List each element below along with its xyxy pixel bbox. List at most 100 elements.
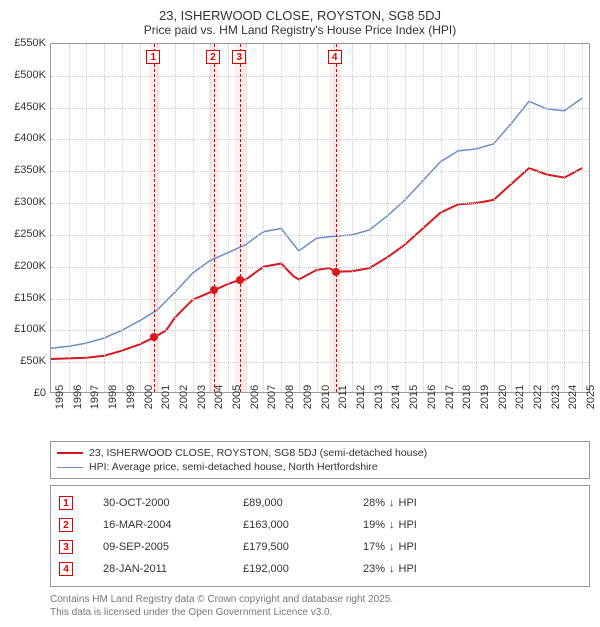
event-delta-suffix: HPI [399, 497, 417, 509]
x-axis-tick-label: 2017 [444, 385, 456, 409]
x-axis-labels: 1995199619971998199920002001200220032004… [50, 393, 590, 433]
gridline-vertical [494, 44, 495, 392]
x-axis-tick-label: 2001 [160, 385, 172, 409]
x-axis-tick-label: 2002 [178, 385, 190, 409]
event-number-box: 4 [59, 562, 73, 576]
gridline-vertical [263, 44, 264, 392]
event-delta-pct: 23% [363, 563, 385, 575]
x-axis-tick-label: 1997 [89, 385, 101, 409]
y-axis-tick-label: £50K [20, 355, 46, 367]
event-delta: 23% ↓ HPI [363, 563, 417, 575]
sale-marker-line [240, 44, 241, 392]
gridline-vertical [352, 44, 353, 392]
legend-swatch [57, 467, 83, 468]
chart-lines-svg [51, 44, 591, 394]
gridline-vertical [582, 44, 583, 392]
gridline-vertical [193, 44, 194, 392]
chart-plot-area: 1234 [50, 43, 590, 393]
chart-title-line2: Price paid vs. HM Land Registry's House … [8, 23, 592, 37]
x-axis-tick-label: 2003 [196, 385, 208, 409]
event-delta-suffix: HPI [399, 563, 417, 575]
event-delta: 17%↓HPI [363, 541, 417, 553]
legend-item: 23, ISHERWOOD CLOSE, ROYSTON, SG8 5DJ (s… [57, 446, 583, 460]
sale-marker-number: 1 [146, 50, 160, 64]
x-axis-tick-label: 2009 [302, 385, 314, 409]
gridline-vertical [228, 44, 229, 392]
gridline-vertical [547, 44, 548, 392]
gridline-vertical [210, 44, 211, 392]
event-row: 309-SEP-2005£179,50017%↓HPI [59, 536, 581, 558]
footer-attribution: Contains HM Land Registry data © Crown c… [50, 593, 590, 619]
arrow-down-icon: ↓ [389, 519, 395, 531]
event-price: £163,000 [243, 519, 333, 531]
gridline-horizontal [51, 299, 589, 300]
gridline-vertical [529, 44, 530, 392]
sale-marker-line [336, 44, 337, 392]
event-date: 30-OCT-2000 [103, 497, 213, 509]
y-axis-labels: £0£50K£100K£150K£200K£250K£300K£350K£400… [8, 43, 50, 393]
gridline-vertical [122, 44, 123, 392]
x-axis-tick-label: 2025 [585, 385, 597, 409]
arrow-down-icon: ↓ [389, 563, 395, 575]
event-delta-pct: 19% [363, 519, 385, 531]
event-delta-suffix: HPI [399, 519, 417, 531]
x-axis-tick-label: 1995 [54, 385, 66, 409]
gridline-vertical [104, 44, 105, 392]
y-axis-tick-label: £300K [14, 196, 46, 208]
event-number-box: 2 [59, 518, 73, 532]
x-axis-tick-label: 2014 [390, 385, 402, 409]
x-axis-tick-label: 2013 [373, 385, 385, 409]
x-axis-tick-label: 2015 [408, 385, 420, 409]
x-axis-tick-label: 2000 [143, 385, 155, 409]
y-axis-tick-label: £500K [14, 69, 46, 81]
x-axis-tick-label: 2022 [532, 385, 544, 409]
x-axis-tick-label: 2011 [337, 385, 349, 409]
x-axis-tick-label: 2023 [550, 385, 562, 409]
gridline-horizontal [51, 330, 589, 331]
legend-label: HPI: Average price, semi-detached house,… [89, 461, 378, 473]
gridline-vertical [246, 44, 247, 392]
gridline-vertical [175, 44, 176, 392]
arrow-down-icon: ↓ [389, 497, 395, 509]
gridline-vertical [69, 44, 70, 392]
y-axis-tick-label: £450K [14, 101, 46, 113]
y-axis-tick-label: £0 [34, 387, 46, 399]
legend-swatch [57, 452, 83, 454]
x-axis-tick-label: 1998 [107, 385, 119, 409]
x-axis-tick-label: 2020 [497, 385, 509, 409]
y-axis-tick-label: £250K [14, 228, 46, 240]
chart-title-line1: 23, ISHERWOOD CLOSE, ROYSTON, SG8 5DJ [8, 8, 592, 23]
gridline-vertical [281, 44, 282, 392]
gridline-vertical [86, 44, 87, 392]
gridline-vertical [405, 44, 406, 392]
x-axis-tick-label: 1999 [125, 385, 137, 409]
x-axis-tick-label: 2010 [320, 385, 332, 409]
gridline-horizontal [51, 362, 589, 363]
sale-marker-number: 4 [328, 50, 342, 64]
gridline-vertical [441, 44, 442, 392]
event-delta: 28%↓HPI [363, 497, 417, 509]
x-axis-tick-label: 2018 [461, 385, 473, 409]
event-date: 16-MAR-2004 [103, 519, 213, 531]
gridline-horizontal [51, 235, 589, 236]
event-row: 130-OCT-2000£89,00028%↓HPI [59, 492, 581, 514]
gridline-vertical [511, 44, 512, 392]
x-axis-tick-label: 2007 [266, 385, 278, 409]
sale-point-dot [332, 268, 340, 276]
event-delta-suffix: HPI [399, 541, 417, 553]
gridline-vertical [476, 44, 477, 392]
y-axis-tick-label: £550K [14, 37, 46, 49]
y-axis-tick-label: £150K [14, 292, 46, 304]
gridline-horizontal [51, 203, 589, 204]
x-axis-tick-label: 2005 [231, 385, 243, 409]
gridline-vertical [140, 44, 141, 392]
gridline-vertical [387, 44, 388, 392]
gridline-horizontal [51, 171, 589, 172]
event-price: £89,000 [243, 497, 333, 509]
event-number-box: 3 [59, 540, 73, 554]
gridline-horizontal [51, 108, 589, 109]
legend-item: HPI: Average price, semi-detached house,… [57, 460, 583, 474]
x-axis-tick-label: 2004 [213, 385, 225, 409]
arrow-down-icon: ↓ [389, 541, 395, 553]
gridline-horizontal [51, 267, 589, 268]
